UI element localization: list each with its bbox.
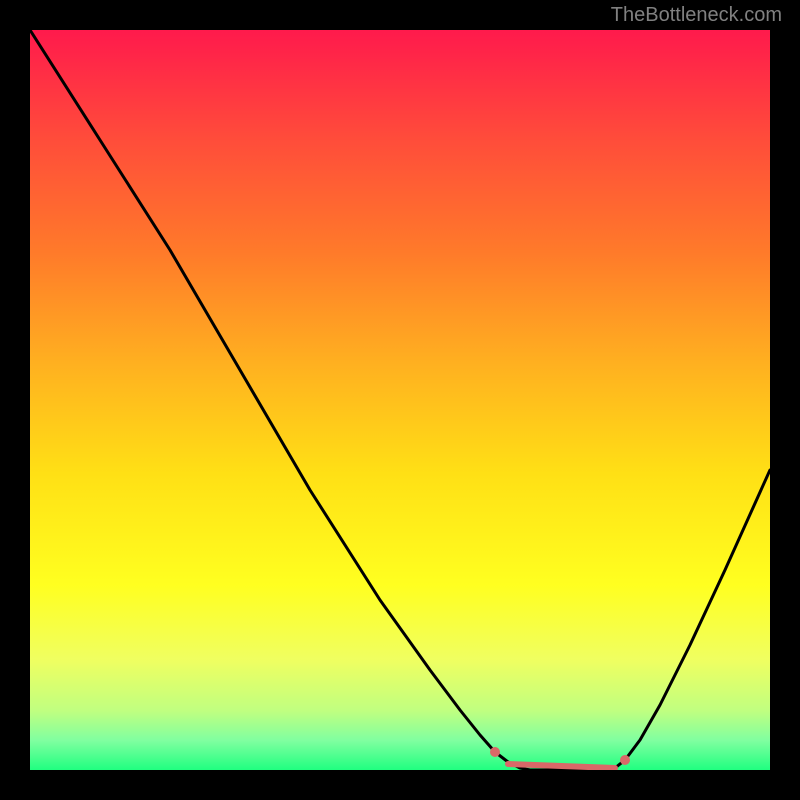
bottleneck-curve bbox=[30, 30, 770, 770]
watermark-text: TheBottleneck.com bbox=[611, 4, 782, 27]
chart-plot-area bbox=[30, 30, 770, 770]
